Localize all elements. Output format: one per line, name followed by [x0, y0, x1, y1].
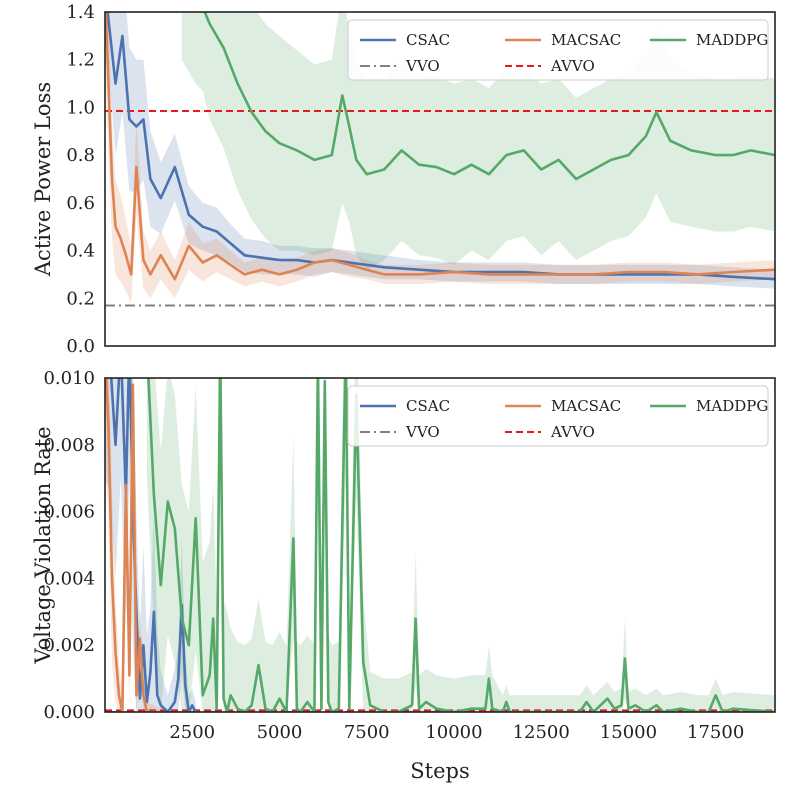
x-tick-label: 15000 [600, 722, 657, 743]
y-tick-label: 0.0 [66, 336, 95, 357]
y-tick-label: 0.4 [66, 241, 95, 262]
y-tick-label: 0.8 [66, 145, 95, 166]
legend: CSAC MACSAC MADDPG VVO AVVO [347, 385, 769, 447]
y-tick-label: 0.006 [43, 502, 95, 523]
legend-label-macsac: MACSAC [551, 397, 621, 415]
legend-box [347, 385, 769, 447]
x-axis-label: Steps [410, 759, 469, 783]
y-tick-label: 1.0 [66, 97, 95, 118]
x-tick-label: 10000 [425, 722, 482, 743]
y-tick-label: 0.6 [66, 193, 95, 214]
series-line-maddpg [203, 12, 775, 181]
x-tick-label: 5000 [257, 722, 303, 743]
legend-label-csac: CSAC [406, 397, 450, 415]
x-tick-label: 7500 [344, 722, 390, 743]
x-tick-label: 17500 [687, 722, 744, 743]
legend-label-avvo: AVVO [550, 423, 595, 441]
y-axis-label: Active Power Loss [31, 82, 55, 277]
legend-label-maddpg: MADDPG [696, 397, 768, 415]
series-line-csac [109, 378, 197, 712]
legend-label-vvo: VVO [405, 423, 440, 441]
plot-frame [104, 377, 776, 713]
series-line-macsac [105, 378, 161, 712]
y-tick-label: 0.010 [43, 368, 95, 389]
series-line-maddpg [147, 378, 775, 712]
y-tick-label: 0.004 [43, 568, 95, 589]
y-tick-label: 0.2 [66, 288, 95, 309]
x-tick-label: 2500 [169, 722, 215, 743]
x-tick-label: 12500 [513, 722, 570, 743]
legend-label-macsac: MACSAC [551, 31, 621, 49]
legend-label-avvo: AVVO [550, 57, 595, 75]
y-tick-label: 0.000 [43, 702, 95, 723]
y-tick-label: 1.4 [66, 2, 95, 23]
plot-frame [104, 11, 776, 347]
chart-2: 0.000 0.002 0.004 0.006 0.008 0.010 2500 5000 75… [31, 368, 776, 783]
chart-1: 0.0 0.2 0.4 0.6 0.8 1.0 1.2 1.4 Active Power Los… [31, 2, 776, 357]
legend-label-maddpg: MADDPG [696, 31, 768, 49]
y-tick-label: 0.002 [43, 635, 95, 656]
legend-label-csac: CSAC [406, 31, 450, 49]
band-maddpg [146, 378, 775, 712]
y-axis-label: Voltage Violation Rate [31, 426, 55, 664]
legend: CSAC MACSAC MADDPG VVO AVVO [347, 19, 769, 81]
plot-area [105, 378, 775, 712]
y-tick-label: 1.2 [66, 50, 95, 71]
legend-box [347, 19, 769, 81]
legend-label-vvo: VVO [405, 57, 440, 75]
y-tick-label: 0.008 [43, 435, 95, 456]
series-line-macsac [105, 12, 775, 281]
